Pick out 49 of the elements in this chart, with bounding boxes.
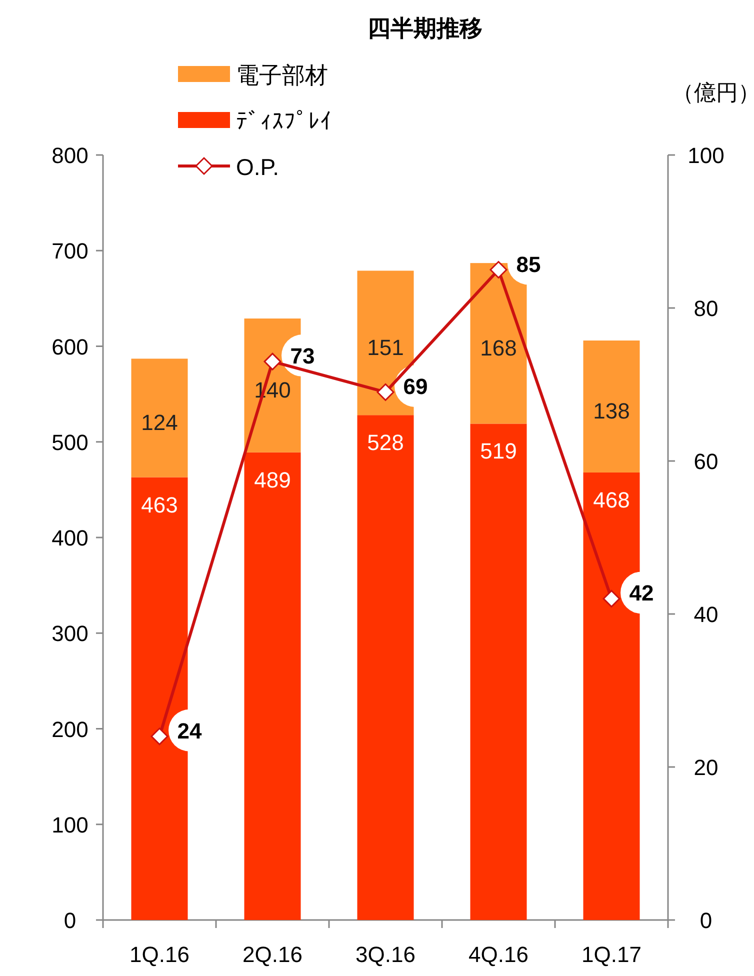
data-label: 42: [629, 580, 654, 606]
y-tick-label: 100: [52, 812, 88, 838]
data-label: 85: [516, 252, 541, 277]
y-tick-label: 800: [52, 143, 88, 168]
y-tick-label: 700: [52, 238, 88, 264]
legend-label: O.P.: [236, 154, 280, 180]
y-tick-label: 600: [52, 334, 88, 360]
y2-tick-label: 100: [688, 143, 724, 168]
bar: [583, 340, 640, 472]
data-label: 73: [290, 344, 315, 369]
data-label: 138: [593, 398, 630, 424]
y-tick-label: 500: [52, 430, 88, 455]
bar: [244, 452, 301, 920]
x-tick-label: 4Q.16: [468, 942, 528, 967]
data-label: 468: [593, 487, 630, 512]
y-tick-label: 400: [52, 526, 88, 550]
bar: [131, 358, 188, 478]
point: [150, 728, 168, 746]
bar: [357, 415, 414, 920]
x-tick-label: 1Q.16: [130, 942, 190, 967]
y2-tick-label: 80: [694, 296, 718, 321]
x-tick-label: 1Q.17: [582, 942, 642, 967]
data-label: 489: [254, 467, 291, 492]
y2-tick-label: 40: [694, 602, 718, 627]
legend-label: ﾃﾞｨｽﾌﾟﾚｲ: [236, 108, 332, 134]
point: [602, 590, 620, 608]
y-tick-label: 0: [64, 908, 76, 933]
point: [376, 383, 394, 401]
point: [490, 261, 508, 278]
y2-tick-label: 60: [694, 449, 718, 474]
x-tick-label: 3Q.16: [356, 942, 416, 967]
data-label: 519: [480, 438, 517, 464]
legend-label: 電子部材: [236, 62, 328, 88]
data-label: 463: [141, 492, 178, 518]
y-tick-label: 300: [52, 621, 88, 646]
data-label: 124: [141, 410, 178, 435]
data-label: 69: [403, 374, 428, 400]
data-label: 24: [177, 718, 202, 744]
bar: [470, 424, 527, 920]
y-tick-label: 200: [52, 716, 88, 742]
y2-tick-label: 0: [700, 908, 712, 933]
data-label: 151: [367, 334, 404, 360]
data-label: 168: [480, 335, 517, 360]
chart-title: 四半期推移: [368, 15, 482, 41]
y2-tick-label: 20: [694, 755, 718, 780]
x-tick-label: 2Q.16: [242, 942, 302, 967]
point: [264, 352, 282, 370]
y2-axis-title: （億円）: [672, 80, 754, 105]
data-label: 528: [367, 430, 404, 456]
